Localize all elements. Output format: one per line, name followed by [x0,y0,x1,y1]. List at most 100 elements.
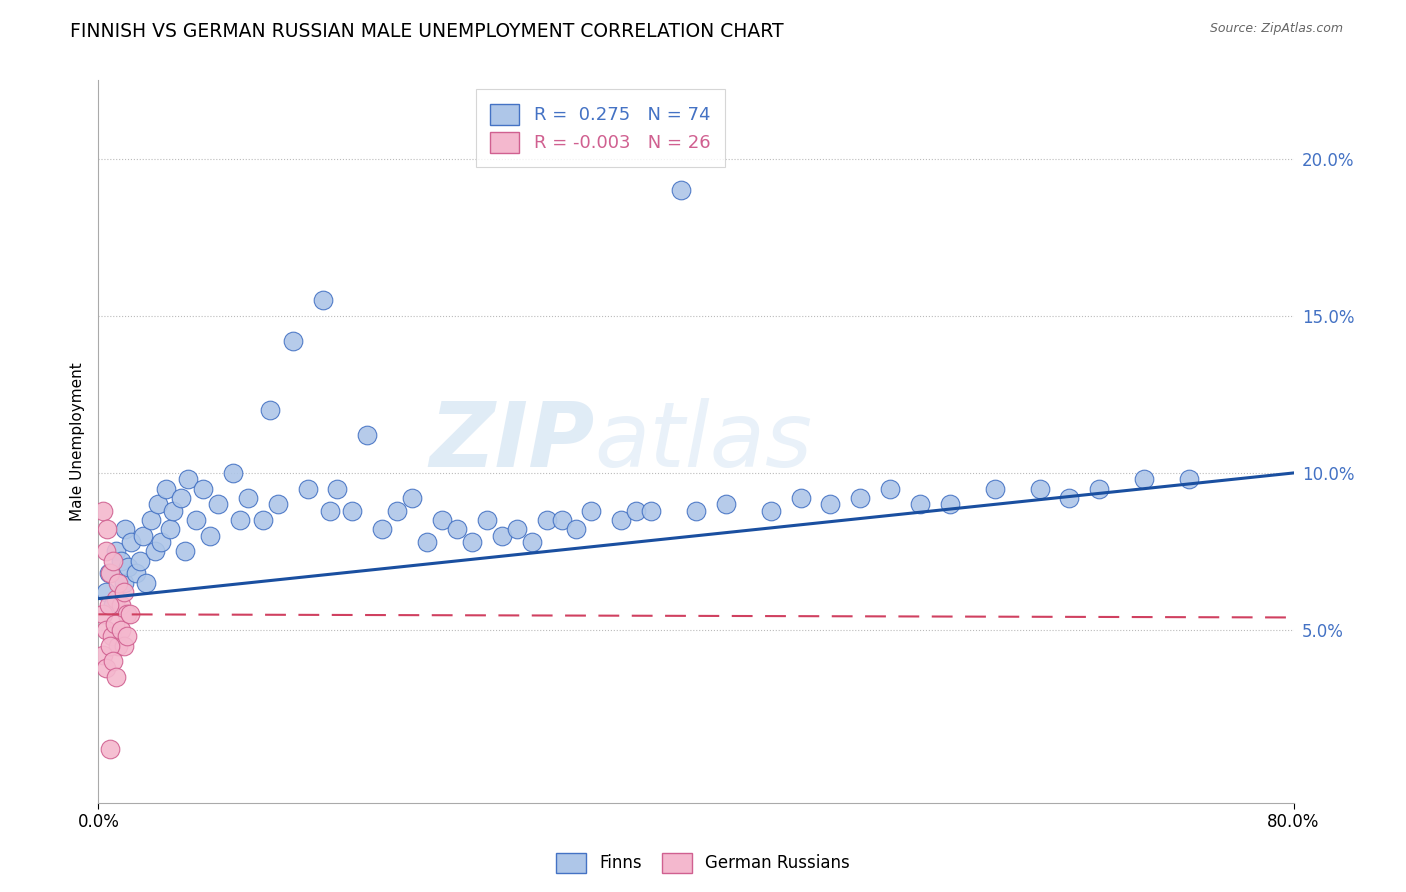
Point [98,639,122,653]
Point [97,566,120,581]
Point [610,513,633,527]
Point [252,513,274,527]
Point [101,629,124,643]
Point [98,566,122,581]
Point [169,491,191,505]
Point [107,639,129,653]
Point [103,598,125,612]
Point [849,491,872,505]
Point [416,535,439,549]
Point [94,544,117,558]
Point [112,585,135,599]
Point [714,497,737,511]
Point [267,497,290,511]
Point [98,742,122,756]
Point [105,670,128,684]
Point [115,607,138,622]
Point [91,648,114,662]
Point [984,482,1007,496]
Point [430,513,453,527]
Point [115,629,138,643]
Point [879,482,901,496]
Point [114,523,136,537]
Point [565,523,588,537]
Text: ZIP: ZIP [429,398,595,485]
Point [229,513,252,527]
Text: FINNISH VS GERMAN RUSSIAN MALE UNEMPLOYMENT CORRELATION CHART: FINNISH VS GERMAN RUSSIAN MALE UNEMPLOYM… [70,22,785,41]
Point [371,523,394,537]
Point [475,513,498,527]
Point [669,183,692,197]
Point [94,623,117,637]
Point [1088,482,1111,496]
Point [174,544,197,558]
Point [112,639,135,653]
Point [91,503,114,517]
Point [536,513,558,527]
Point [506,523,529,537]
Point [110,598,132,612]
Point [820,497,842,511]
Point [342,503,364,517]
Point [162,503,184,517]
Point [446,523,468,537]
Point [626,503,648,517]
Point [135,575,157,590]
Point [110,554,132,568]
Point [91,607,114,622]
Point [236,491,259,505]
Point [1028,482,1050,496]
Point [191,482,214,496]
Point [94,585,117,599]
Point [132,529,155,543]
Point [207,497,229,511]
Point [356,428,378,442]
Point [461,535,484,549]
Point [200,529,222,543]
Point [155,482,177,496]
Point [581,503,603,517]
Point [150,535,173,549]
Point [112,575,135,590]
Point [110,623,132,637]
Point [177,472,200,486]
Point [550,513,572,527]
Point [107,575,129,590]
Point [103,554,125,568]
Legend: Finns, German Russians: Finns, German Russians [550,847,856,880]
Point [1178,472,1201,486]
Point [159,523,181,537]
Point [1059,491,1081,505]
Point [789,491,811,505]
Point [401,491,423,505]
Legend: R =  0.275   N = 74, R = -0.003   N = 26: R = 0.275 N = 74, R = -0.003 N = 26 [477,89,724,167]
Y-axis label: Male Unemployment: Male Unemployment [69,362,84,521]
Point [520,535,543,549]
Point [143,544,166,558]
Point [117,560,139,574]
Point [326,482,349,496]
Point [759,503,782,517]
Point [96,523,118,537]
Point [259,403,281,417]
Point [104,616,127,631]
Text: atlas: atlas [595,398,813,485]
Point [97,598,120,612]
Point [281,334,304,348]
Point [939,497,962,511]
Point [640,503,662,517]
Point [319,503,342,517]
Point [105,591,128,606]
Point [685,503,707,517]
Point [297,482,319,496]
Point [94,661,117,675]
Point [908,497,931,511]
Point [148,497,170,511]
Point [184,513,207,527]
Text: Source: ZipAtlas.com: Source: ZipAtlas.com [1209,22,1343,36]
Point [139,513,162,527]
Point [103,655,125,669]
Point [118,607,141,622]
Point [125,566,148,581]
Point [129,554,152,568]
